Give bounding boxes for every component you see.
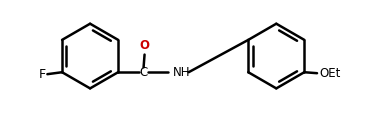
Text: O: O	[139, 39, 149, 52]
Text: C: C	[139, 66, 148, 79]
Text: OEt: OEt	[319, 67, 340, 80]
Text: NH: NH	[173, 66, 191, 79]
Text: F: F	[38, 68, 45, 81]
